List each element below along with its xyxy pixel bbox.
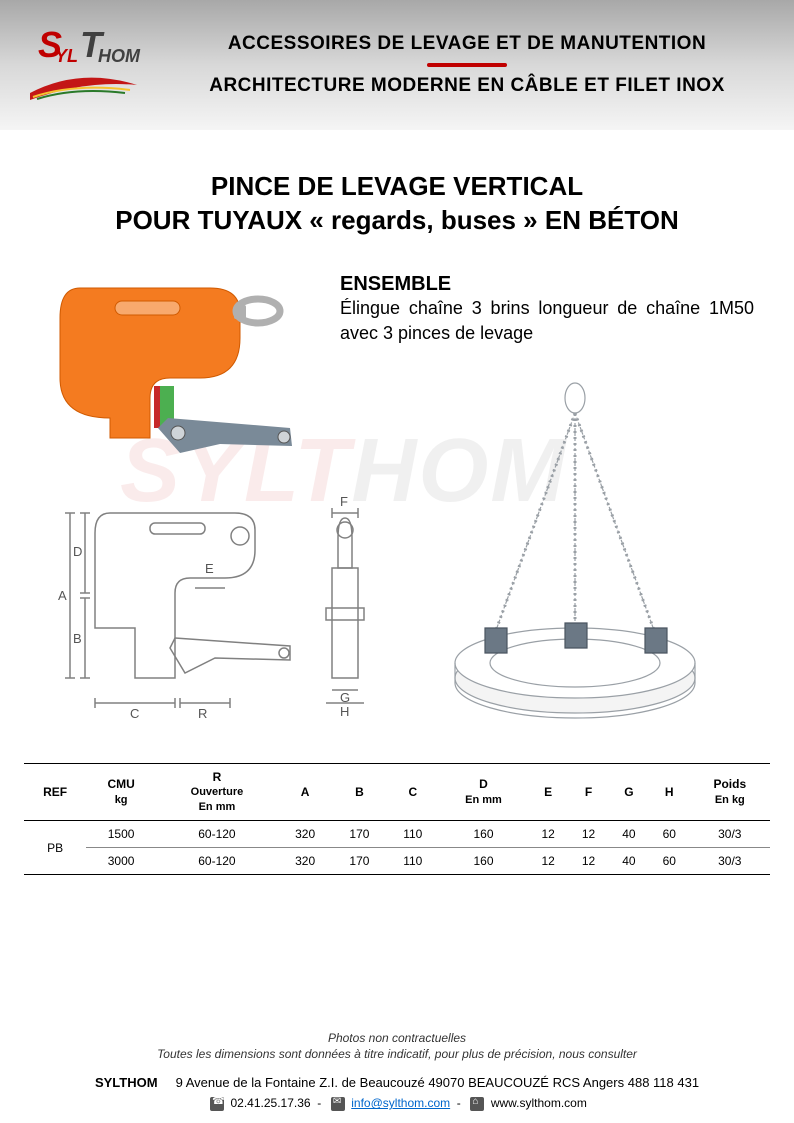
cell: 3000 [86, 848, 156, 875]
cell: 12 [528, 848, 568, 875]
page-footer: Photos non contractuelles Toutes les dim… [0, 1030, 794, 1123]
main-title: PINCE DE LEVAGE VERTICAL POUR TUYAUX « r… [0, 170, 794, 238]
cell: 12 [568, 821, 608, 848]
footer-address: SYLTHOM 9 Avenue de la Fontaine Z.I. de … [0, 1075, 794, 1090]
diagrams-row: A D B C R E F G H [0, 478, 794, 738]
col-d: DEn mm [439, 763, 528, 821]
header-titles: ACCESSOIRES DE LEVAGE ET DE MANUTENTION … [150, 33, 774, 97]
main-title-line1: PINCE DE LEVAGE VERTICAL [0, 170, 794, 204]
cell: 1500 [86, 821, 156, 848]
cell: 30/3 [689, 821, 770, 848]
main-title-line2: POUR TUYAUX « regards, buses » EN BÉTON [0, 204, 794, 238]
cell: 30/3 [689, 848, 770, 875]
footer-disclaimer: Photos non contractuelles Toutes les dim… [0, 1030, 794, 1064]
cell-ref: PB [24, 821, 87, 875]
col-poids: PoidsEn kg [689, 763, 770, 821]
phone-icon [210, 1097, 224, 1111]
logo-hom: HOM [98, 46, 140, 67]
cell: 40 [609, 848, 649, 875]
cell: 110 [387, 848, 439, 875]
cell: 60-120 [156, 848, 278, 875]
header-separator [427, 63, 507, 67]
svg-text:A: A [58, 588, 67, 603]
page-header: S YL T HOM ACCESSOIRES DE LEVAGE ET DE M… [0, 0, 794, 130]
dimension-diagram: A D B C R E F G H [40, 478, 380, 738]
svg-text:D: D [73, 544, 82, 559]
col-cmu: CMUkg [86, 763, 156, 821]
col-h: H [649, 763, 689, 821]
header-title-2: ARCHITECTURE MODERNE EN CÂBLE ET FILET I… [160, 75, 774, 97]
footer-email-link[interactable]: info@sylthom.com [351, 1096, 450, 1110]
footer-web: www.sylthom.com [491, 1096, 587, 1110]
cell: 160 [439, 821, 528, 848]
cell: 12 [528, 821, 568, 848]
svg-text:R: R [198, 706, 207, 721]
col-r: ROuverture En mm [156, 763, 278, 821]
svg-text:F: F [340, 494, 348, 509]
logo: S YL T HOM [20, 20, 150, 110]
svg-text:E: E [205, 561, 214, 576]
svg-text:B: B [73, 631, 82, 646]
cell: 170 [332, 848, 386, 875]
svg-text:C: C [130, 706, 139, 721]
col-ref: REF [24, 763, 87, 821]
cell: 40 [609, 821, 649, 848]
svg-text:H: H [340, 704, 349, 719]
cell: 110 [387, 821, 439, 848]
cell: 320 [278, 848, 332, 875]
footer-phone: 02.41.25.17.36 [230, 1096, 310, 1110]
spec-table: REF CMUkg ROuverture En mm A B C DEn mm … [24, 763, 770, 876]
cell: 160 [439, 848, 528, 875]
col-e: E [528, 763, 568, 821]
web-icon [470, 1097, 484, 1111]
table-row: 3000 60-120 320 170 110 160 12 12 40 60 … [24, 848, 770, 875]
cell: 12 [568, 848, 608, 875]
col-g: G [609, 763, 649, 821]
footer-contacts: 02.41.25.17.36 - info@sylthom.com - www.… [0, 1096, 794, 1111]
header-title-1: ACCESSOIRES DE LEVAGE ET DE MANUTENTION [160, 33, 774, 55]
table-row: PB 1500 60-120 320 170 110 160 12 12 40 … [24, 821, 770, 848]
logo-swoosh-icon [25, 75, 140, 105]
col-b: B [332, 763, 386, 821]
svg-text:G: G [340, 690, 350, 705]
logo-yl: YL [55, 46, 78, 67]
col-c: C [387, 763, 439, 821]
cell: 170 [332, 821, 386, 848]
table-header-row: REF CMUkg ROuverture En mm A B C DEn mm … [24, 763, 770, 821]
description-text: Élingue chaîne 3 brins longueur de chaîn… [340, 296, 754, 346]
assembly-diagram [400, 378, 750, 738]
col-a: A [278, 763, 332, 821]
col-f: F [568, 763, 608, 821]
cell: 60-120 [156, 821, 278, 848]
cell: 320 [278, 821, 332, 848]
mail-icon [331, 1097, 345, 1111]
cell: 60 [649, 848, 689, 875]
cell: 60 [649, 821, 689, 848]
product-image [40, 268, 320, 468]
description-heading: ENSEMBLE [340, 273, 754, 296]
